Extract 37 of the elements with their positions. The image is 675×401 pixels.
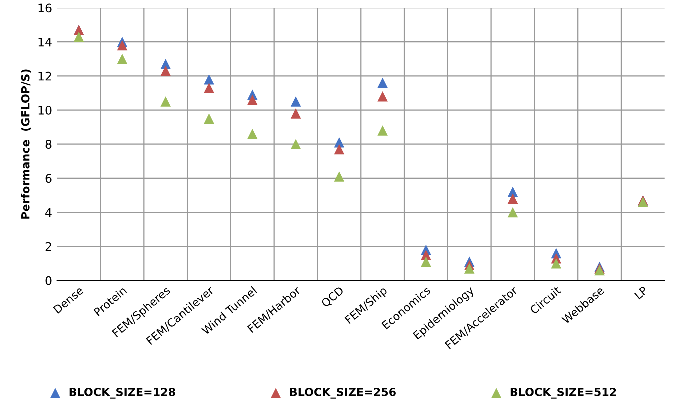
point — [204, 74, 214, 85]
point — [204, 114, 214, 124]
point — [378, 78, 388, 88]
point — [378, 126, 388, 136]
point — [117, 40, 128, 51]
y-axis-title: Performance (GFLOP/S) — [21, 70, 32, 219]
y-tick-label: 8 — [46, 140, 52, 150]
y-tick-label: 14 — [38, 38, 52, 47]
point — [204, 82, 214, 94]
point — [334, 144, 345, 155]
point — [74, 32, 84, 42]
point — [160, 66, 172, 76]
x-tick-label: LP — [634, 286, 648, 300]
legend-label: BLOCK_SIZE=512 — [510, 388, 616, 399]
point — [378, 91, 388, 102]
point — [247, 94, 258, 106]
point — [160, 96, 172, 107]
point — [117, 54, 128, 64]
point — [290, 139, 302, 150]
y-tick-label: 6 — [46, 174, 52, 184]
point — [290, 96, 302, 107]
y-tick-label: 2 — [46, 242, 52, 252]
y-tick-label: 0 — [46, 276, 52, 286]
point — [290, 108, 302, 119]
point — [508, 194, 518, 204]
point — [464, 264, 475, 274]
legend-label: BLOCK_SIZE=256 — [290, 388, 396, 399]
point — [334, 172, 345, 182]
y-tick-label: 12 — [38, 72, 52, 81]
y-tick-label: 4 — [46, 208, 52, 218]
legend-label: BLOCK_SIZE=128 — [70, 388, 176, 399]
point — [508, 207, 518, 218]
y-tick-label: 16 — [38, 4, 52, 13]
y-tick-label: 10 — [38, 106, 52, 115]
point — [421, 256, 432, 268]
point — [247, 128, 258, 140]
point — [551, 258, 562, 269]
